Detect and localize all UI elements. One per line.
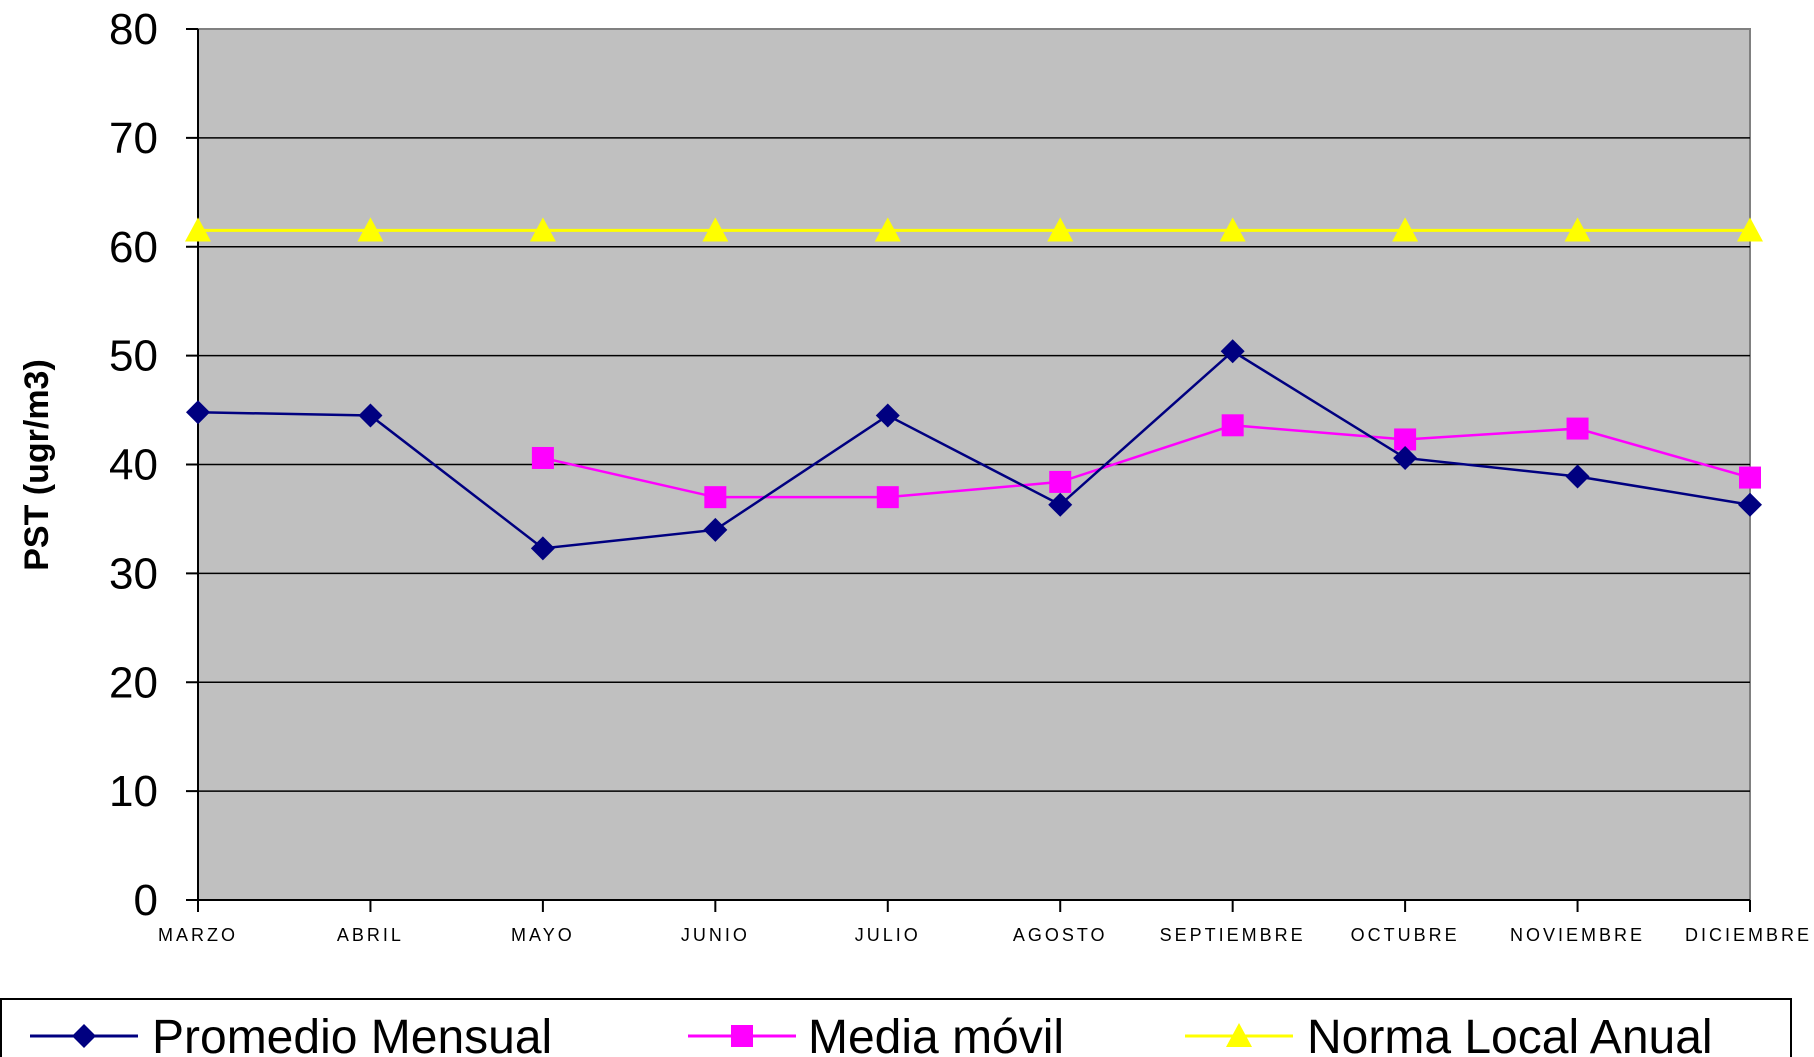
legend-label: Promedio Mensual bbox=[152, 1011, 552, 1057]
legend-item: Promedio Mensual bbox=[30, 1011, 552, 1057]
y-tick-label: 20 bbox=[109, 658, 158, 707]
legend: Promedio Mensual Media móvil Norma Local A… bbox=[0, 998, 1792, 1057]
data-point bbox=[1221, 414, 1244, 437]
y-tick-label: 50 bbox=[109, 332, 158, 381]
data-point bbox=[531, 446, 554, 469]
data-point bbox=[185, 217, 211, 242]
data-point bbox=[1047, 217, 1074, 242]
legend-marker bbox=[72, 1024, 96, 1048]
x-tick-label: AGOSTO bbox=[1013, 925, 1108, 945]
data-point bbox=[1393, 445, 1418, 470]
data-point bbox=[1565, 464, 1590, 489]
data-point bbox=[1219, 217, 1246, 242]
data-point bbox=[358, 403, 383, 428]
x-tick-label: OCTUBRE bbox=[1351, 925, 1460, 945]
data-point bbox=[1739, 466, 1761, 489]
data-point bbox=[1738, 492, 1762, 517]
data-point bbox=[702, 217, 729, 242]
legend-marker bbox=[731, 1025, 753, 1047]
legend-item: Norma Local Anual bbox=[1185, 1011, 1713, 1057]
x-tick-label: JULIO bbox=[855, 925, 921, 945]
y-tick-label: 0 bbox=[134, 876, 158, 925]
data-point bbox=[1564, 217, 1591, 242]
data-point bbox=[186, 400, 210, 425]
data-point bbox=[529, 217, 556, 242]
data-point bbox=[1566, 417, 1589, 440]
data-point bbox=[1048, 492, 1073, 517]
y-tick-label: 10 bbox=[109, 767, 158, 816]
data-point bbox=[1394, 428, 1417, 451]
y-tick-label: 40 bbox=[109, 441, 158, 490]
x-tick-label: DICIEMBRE bbox=[1685, 925, 1812, 945]
series-line bbox=[197, 349, 1751, 550]
y-axis-label: PST (ugr/m3) bbox=[18, 359, 56, 571]
data-point bbox=[875, 403, 900, 428]
x-tick-label: MARZO bbox=[158, 925, 238, 945]
series-line bbox=[542, 424, 1751, 499]
y-tick-label: 60 bbox=[109, 223, 158, 272]
series-2 bbox=[185, 217, 1763, 242]
gridlines bbox=[198, 137, 1750, 792]
legend-box bbox=[0, 998, 1792, 1057]
data-point bbox=[874, 217, 901, 242]
data-point bbox=[530, 536, 555, 561]
data-point bbox=[703, 517, 728, 542]
legend-label: Norma Local Anual bbox=[1307, 1011, 1713, 1057]
x-tick-label: NOVIEMBRE bbox=[1510, 925, 1645, 945]
data-point bbox=[1392, 217, 1419, 242]
x-tick-label: SEPTIEMBRE bbox=[1160, 925, 1306, 945]
x-tick-labels: MARZO ABRIL MAYO JUNIO JULIO AGOSTO SEPTIEMBRE… bbox=[158, 925, 1812, 945]
data-point bbox=[357, 217, 384, 242]
legend-marker bbox=[1226, 1023, 1252, 1048]
x-tick-label: ABRIL bbox=[337, 925, 404, 945]
y-tick-labels: 0 10 20 30 40 50 60 70 80 bbox=[109, 5, 158, 925]
data-point bbox=[704, 486, 727, 509]
data-point bbox=[1220, 339, 1245, 364]
legend-item: Media móvil bbox=[688, 1011, 1064, 1057]
axes bbox=[186, 28, 1751, 912]
x-tick-label: JUNIO bbox=[681, 925, 750, 945]
legend-label: Media móvil bbox=[808, 1011, 1064, 1057]
series-1 bbox=[531, 414, 1761, 509]
data-point bbox=[876, 486, 899, 509]
x-tick-label: MAYO bbox=[511, 925, 575, 945]
y-tick-label: 30 bbox=[109, 549, 158, 598]
data-point bbox=[1049, 470, 1072, 493]
y-tick-label: 80 bbox=[109, 5, 158, 54]
data-point bbox=[1737, 217, 1763, 242]
series-group bbox=[185, 217, 1763, 561]
series-0 bbox=[186, 339, 1762, 561]
y-tick-label: 70 bbox=[109, 114, 158, 163]
